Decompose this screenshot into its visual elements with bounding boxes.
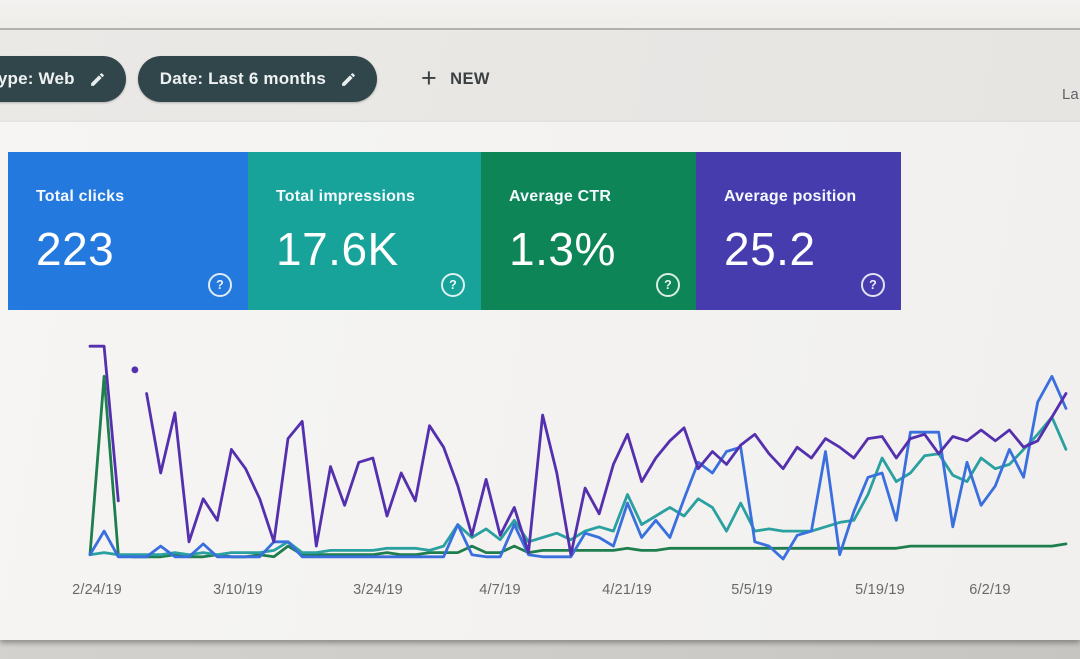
toolbar-right-text: La [1062,86,1079,103]
content-panel: Total clicks 223? Total impressions 17.6K? A… [0,122,1080,640]
help-icon[interactable]: ? [208,273,232,297]
metric-card-total-clicks[interactable]: Total clicks 223? [8,152,248,310]
metric-card-total-impressions[interactable]: Total impressions 17.6K? [248,152,481,310]
x-tick-label: 4/7/19 [479,582,521,598]
card-label: Total impressions [276,188,416,205]
chip-label: type: Web [0,69,75,88]
x-tick-label: 4/21/19 [602,582,652,598]
filter-chip-date-range[interactable]: Date: Last 6 months [137,56,377,102]
metric-card-average-position[interactable]: Average position 25.2? [696,152,901,310]
help-icon[interactable]: ? [656,273,680,297]
x-axis: 2/24/19 3/10/19 3/24/19 4/7/19 4/21/19 5/5/19… [0,582,1080,604]
help-icon[interactable]: ? [861,273,885,297]
chart-area: 2/24/19 3/10/19 3/24/19 4/7/19 4/21/19 5/5/19… [0,334,1080,634]
chart-line-clicks [88,374,1068,561]
help-icon[interactable]: ? [441,273,465,297]
chart-line-position [88,344,120,503]
card-value: 25.2 [724,223,816,275]
chart-line-ctr [88,374,1068,559]
card-label: Average position [724,188,857,205]
top-strip [0,0,1080,30]
x-tick-label: 3/24/19 [353,582,403,598]
card-label: Average CTR [509,188,612,205]
performance-chart [88,344,1068,561]
filter-chip-search-type[interactable]: type: Web [0,56,126,102]
card-label: Total clicks [36,188,125,205]
edit-icon[interactable] [89,71,106,88]
card-value: 223 [36,223,115,275]
metrics-row: Total clicks 223? Total impressions 17.6K? A… [8,152,901,310]
new-filter-button[interactable]: + NEW [415,62,496,94]
card-value: 1.3% [509,223,616,275]
x-tick-label: 5/5/19 [731,582,773,598]
x-tick-label: 5/19/19 [855,582,905,598]
x-tick-label: 3/10/19 [213,582,263,598]
metric-card-average-ctr[interactable]: Average CTR 1.3%? [481,152,696,310]
new-button-label: NEW [450,69,490,88]
chart-point-dot [131,366,139,374]
edit-icon[interactable] [340,71,357,88]
chart-line-impressions [88,415,1068,557]
filter-chips: type: Web Date: Last 6 months + NEW [0,56,496,102]
x-tick-label: 2/24/19 [72,582,122,598]
chip-label: Date: Last 6 months [159,69,326,88]
chart-line-position [145,392,1068,557]
card-value: 17.6K [276,223,399,275]
x-tick-label: 6/2/19 [969,582,1011,598]
plus-icon: + [421,62,438,93]
filter-toolbar: type: Web Date: Last 6 months + NEW La [0,30,1080,122]
